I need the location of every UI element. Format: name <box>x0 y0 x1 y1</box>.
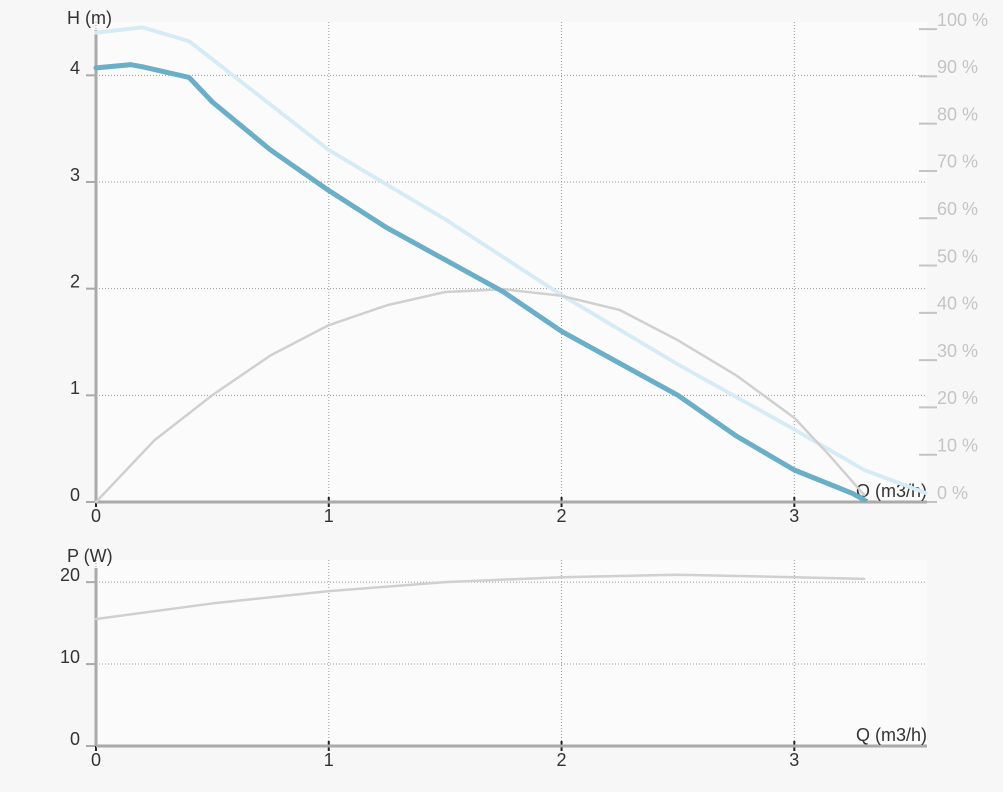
y2-tick-label: 0 % <box>937 483 968 503</box>
y-tick-label: 0 <box>70 729 80 749</box>
y2-tick-label: 50 % <box>937 246 978 266</box>
y2-tick-label: 40 % <box>937 294 978 314</box>
x-tick-label: 1 <box>324 506 334 526</box>
y2-tick-label: 100 % <box>937 10 988 30</box>
y-tick-label: 4 <box>70 58 80 78</box>
y2-tick-label: 90 % <box>937 57 978 77</box>
y-tick-label: 0 <box>70 485 80 505</box>
y2-tick-label: 80 % <box>937 104 978 124</box>
y-tick-label: 20 <box>60 565 80 585</box>
x-tick-label: 1 <box>324 750 334 770</box>
y2-tick-label: 60 % <box>937 199 978 219</box>
y2-tick-label: 70 % <box>937 152 978 172</box>
x-tick-label: 0 <box>91 750 101 770</box>
y-tick-label: 10 <box>60 647 80 667</box>
curve <box>94 573 866 621</box>
x-tick-label: 3 <box>789 750 799 770</box>
x-tick-label: 3 <box>789 506 799 526</box>
y2-tick-label: 20 % <box>937 388 978 408</box>
y2-tick-label: 10 % <box>937 435 978 455</box>
y-tick-label: 2 <box>70 271 80 291</box>
y-tick-label: 1 <box>70 378 80 398</box>
x-tick-label: 0 <box>91 506 101 526</box>
y-axis-title: P (W) <box>67 546 113 566</box>
x-tick-label: 2 <box>557 750 567 770</box>
x-axis-title: Q (m3/h) <box>856 725 927 745</box>
plot-area <box>96 560 927 746</box>
y2-tick-label: 30 % <box>937 341 978 361</box>
x-tick-label: 2 <box>557 506 567 526</box>
y-axis-title: H (m) <box>67 8 112 28</box>
y-tick-label: 3 <box>70 165 80 185</box>
curve <box>93 62 867 503</box>
